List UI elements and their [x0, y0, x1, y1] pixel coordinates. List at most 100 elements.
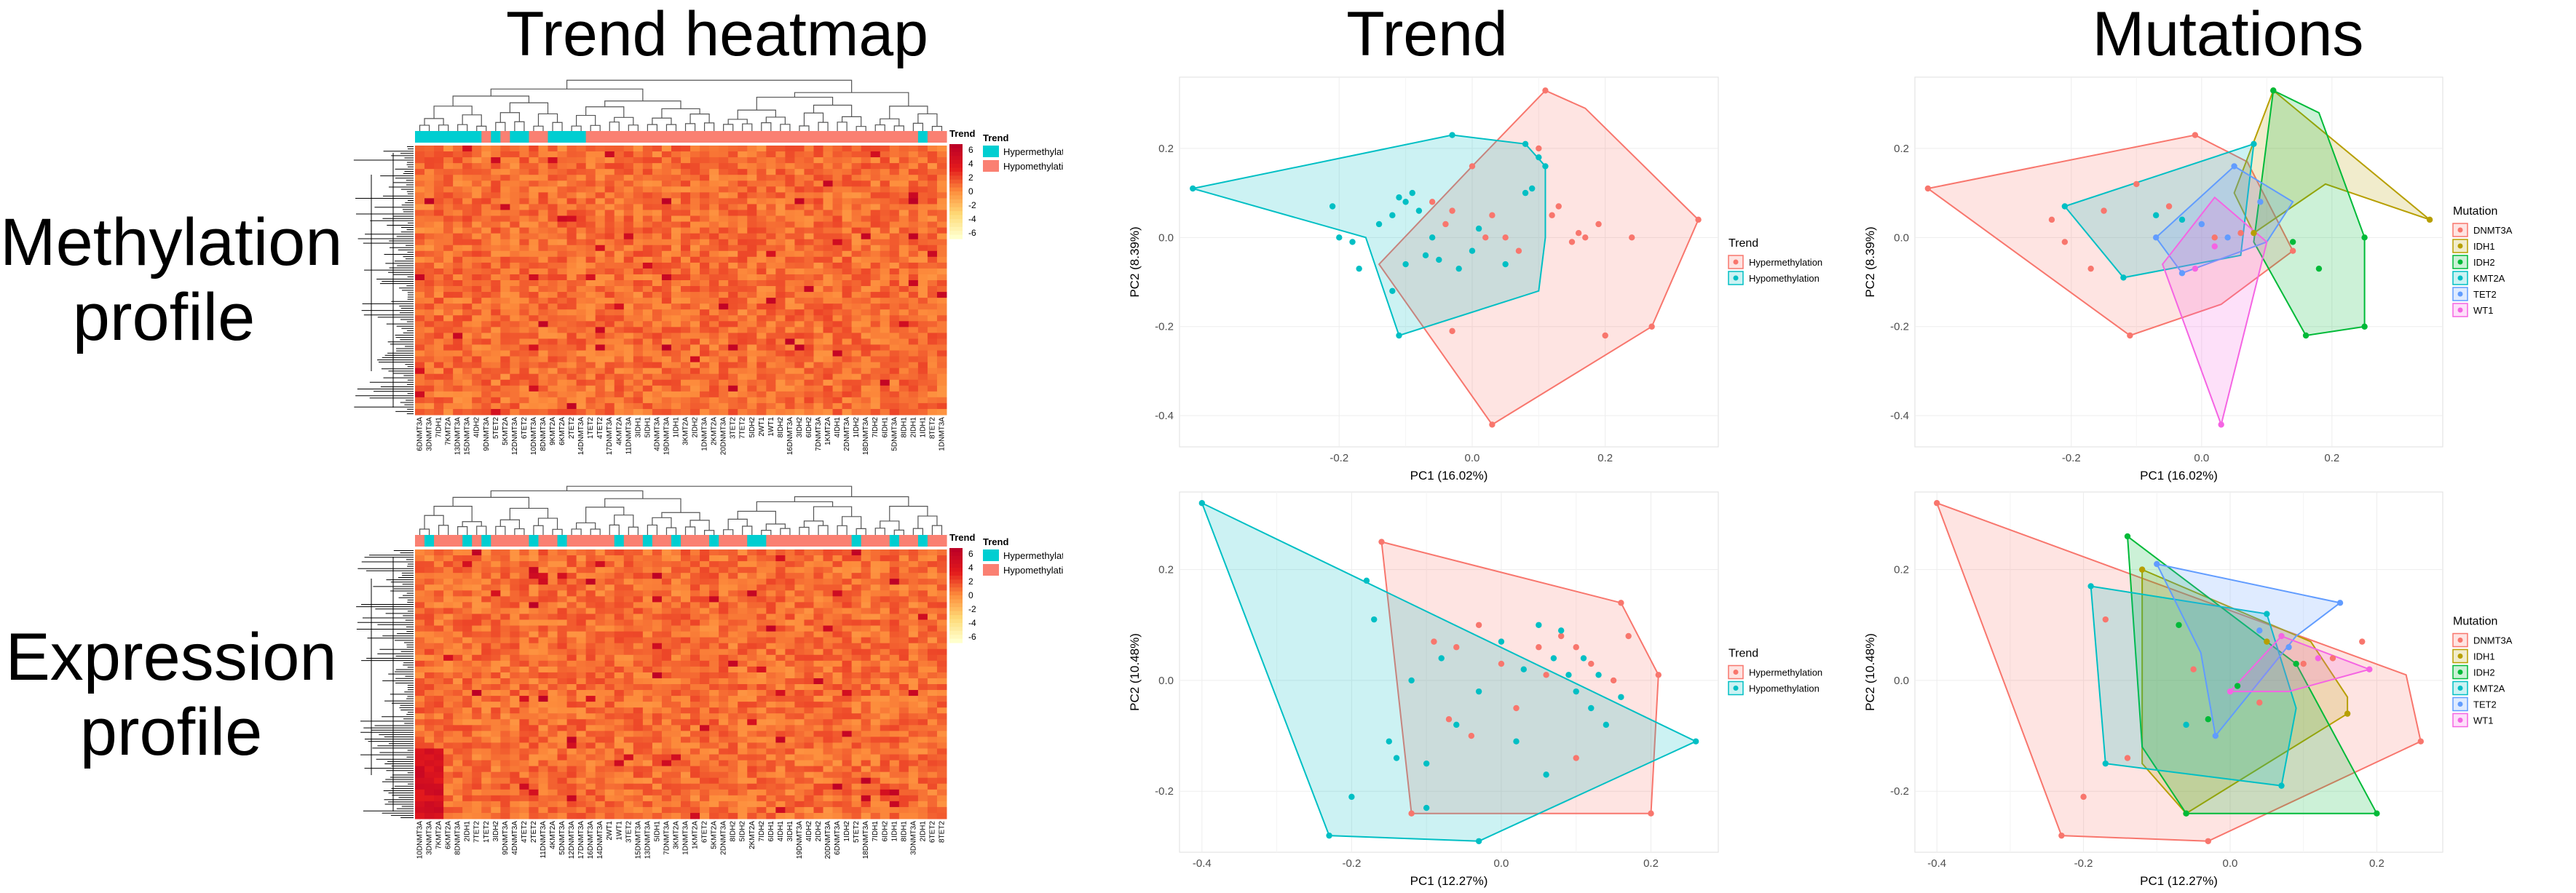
heatmap-cell [794, 402, 805, 410]
heatmap-cell [813, 684, 824, 691]
heatmap-cell [642, 608, 653, 614]
heatmap-cell [604, 221, 615, 229]
heatmap-cell [908, 186, 919, 193]
heatmap-cell [861, 702, 872, 708]
heatmap-cell [652, 684, 663, 691]
heatmap-cell [481, 713, 491, 720]
heatmap-cell [832, 385, 843, 392]
column-label: 16DNMT3A [786, 417, 794, 456]
heatmap-cell [738, 286, 748, 293]
heatmap-cell [832, 192, 843, 199]
heatmap-cell [775, 614, 786, 621]
heatmap-cell [889, 192, 900, 199]
heatmap-cell [519, 648, 529, 656]
heatmap-cell [434, 602, 444, 608]
heatmap-cell [595, 654, 606, 662]
heatmap-cell [519, 402, 529, 410]
heatmap-cell [700, 157, 710, 164]
heatmap-cell [642, 614, 653, 621]
heatmap-cell [585, 292, 596, 298]
heatmap-cell [880, 163, 890, 170]
heatmap-cell [633, 737, 644, 743]
dendrogram-branch [571, 528, 582, 535]
heatmap-cell [633, 198, 644, 205]
heatmap-cell [898, 696, 909, 702]
heatmap-cell [842, 666, 853, 673]
heatmap-cell [889, 221, 900, 229]
heatmap-cell [415, 221, 425, 229]
heatmap-cell [927, 713, 938, 720]
heatmap-cell [604, 350, 615, 357]
heatmap-cell [661, 239, 672, 246]
heatmap-cell [481, 362, 491, 369]
heatmap-cell [794, 555, 805, 562]
heatmap-cell [794, 614, 805, 621]
heatmap-cell [880, 690, 890, 696]
heatmap-cell [500, 256, 510, 263]
heatmap-cell [719, 391, 729, 398]
heatmap-cell [614, 175, 625, 181]
heatmap-cell [510, 221, 520, 229]
heatmap-cell [908, 731, 919, 737]
heatmap-cell [681, 719, 691, 726]
heatmap-cell [832, 268, 843, 275]
heatmap-cell [434, 631, 444, 638]
heatmap-cell [595, 561, 606, 568]
heatmap-cell [566, 245, 577, 252]
heatmap-cell [472, 362, 482, 369]
heatmap-cell [623, 584, 634, 591]
heatmap-cell [861, 373, 872, 381]
heatmap-cell [870, 660, 881, 667]
heatmap-cell [671, 619, 681, 627]
heatmap-cell [557, 584, 568, 591]
heatmap-cell [661, 379, 672, 386]
heatmap-cell [424, 245, 435, 252]
heatmap-cell [851, 180, 862, 187]
heatmap-cell [500, 573, 510, 579]
heatmap-cell [747, 696, 757, 702]
heatmap-cell [633, 579, 644, 585]
heatmap-cell [728, 192, 738, 199]
heatmap-cell [728, 157, 738, 164]
heatmap-cell [462, 672, 473, 679]
heatmap-cell [519, 590, 529, 597]
heatmap-cell [576, 637, 587, 644]
heatmap-cell [585, 637, 596, 644]
heatmap-cell [642, 221, 653, 229]
heatmap-cell [510, 385, 520, 392]
heatmap-cell [557, 198, 568, 205]
heatmap-cell [434, 654, 444, 662]
heatmap-cell [842, 321, 853, 328]
heatmap-cell [728, 619, 738, 627]
heatmap-cell [576, 204, 587, 210]
heatmap-cell [756, 379, 767, 386]
heatmap-cell [813, 286, 824, 293]
heatmap-cell [719, 561, 729, 568]
heatmap-cell [548, 245, 558, 252]
heatmap-cell [880, 614, 890, 621]
heatmap-cell [728, 654, 738, 662]
heatmap-cell [927, 163, 938, 170]
heatmap-cell [510, 239, 520, 246]
heatmap-cell [566, 567, 577, 573]
heatmap-cell [832, 250, 843, 258]
heatmap-cell [642, 245, 653, 252]
heatmap-cell [728, 286, 738, 293]
heatmap-cell [813, 561, 824, 568]
heatmap-cell [633, 250, 644, 258]
heatmap-cell [500, 151, 510, 158]
heatmap-cell [472, 379, 482, 386]
heatmap-cell [633, 654, 644, 662]
heatmap-cell [861, 274, 872, 281]
heatmap-cell [434, 696, 444, 702]
heatmap-cell [927, 596, 938, 603]
heatmap-cell [870, 619, 881, 627]
heatmap-cell [510, 344, 520, 352]
heatmap-cell [813, 707, 824, 714]
heatmap-cell [747, 239, 757, 246]
heatmap-cell [898, 292, 909, 298]
heatmap-cell [775, 725, 786, 731]
heatmap-cell [728, 256, 738, 263]
heatmap-cell [415, 690, 425, 696]
heatmap-cell [756, 696, 767, 702]
